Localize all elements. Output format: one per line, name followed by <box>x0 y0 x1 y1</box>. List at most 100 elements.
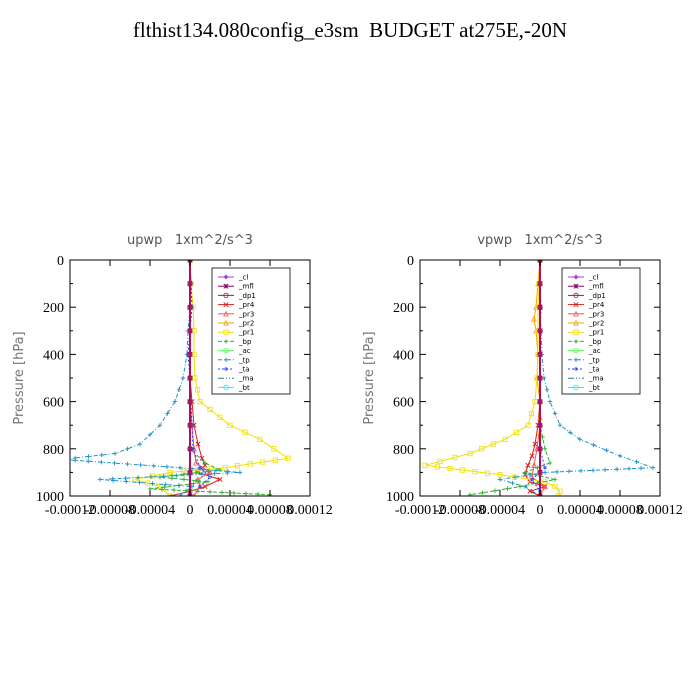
legend-item: _pr1 <box>218 329 254 337</box>
legend-marker <box>223 347 229 354</box>
data-point <box>542 446 548 451</box>
data-point <box>540 434 545 440</box>
legend-label: _tp <box>238 356 250 364</box>
legend-item: _dp1 <box>568 292 606 300</box>
data-point <box>502 436 508 442</box>
data-point <box>554 469 560 475</box>
legend-item: _pr4 <box>218 301 255 309</box>
data-point <box>110 478 116 483</box>
data-point <box>99 459 104 465</box>
data-point <box>172 399 178 404</box>
data-point <box>187 328 193 334</box>
data-point <box>525 462 531 468</box>
x-tick-label: -0.00004 <box>125 503 175 518</box>
data-point <box>577 437 583 442</box>
data-point <box>227 422 233 428</box>
data-point <box>144 480 151 486</box>
data-point <box>193 478 199 483</box>
y-tick-label: 400 <box>43 348 64 363</box>
data-point <box>171 487 177 493</box>
data-point <box>505 486 510 491</box>
data-point <box>149 473 156 479</box>
y-tick-label: 600 <box>393 396 414 411</box>
data-point <box>634 459 639 464</box>
series-line-pr1 <box>424 260 561 496</box>
data-point <box>187 469 193 475</box>
legend-item: _mfl <box>218 283 254 291</box>
data-point <box>225 470 230 476</box>
data-point <box>484 470 491 476</box>
x-tick-label: 0 <box>187 503 194 518</box>
y-tick-label: 0 <box>57 254 64 269</box>
data-point <box>272 457 279 463</box>
data-point <box>195 489 201 494</box>
legend-label: _cl <box>588 274 598 282</box>
data-point <box>176 483 182 488</box>
legend-item: _pr1 <box>568 329 604 337</box>
legend-item: _bt <box>568 384 600 392</box>
legend-label: _pr2 <box>588 320 604 328</box>
data-point <box>169 476 175 481</box>
data-point <box>537 422 543 428</box>
x-tick-label: 0.00008 <box>247 503 293 518</box>
data-point <box>97 477 103 482</box>
data-point <box>552 411 558 416</box>
data-point <box>531 315 537 322</box>
legend-label: _tp <box>588 356 600 364</box>
data-point <box>542 479 548 485</box>
legend-marker <box>223 310 229 317</box>
data-point <box>543 466 547 470</box>
data-point <box>537 446 543 452</box>
legend-label: _pr2 <box>238 320 254 328</box>
data-point <box>199 472 205 477</box>
legend-label: _ma <box>238 375 254 383</box>
legend-label: _ma <box>588 375 604 383</box>
y-tick-label: 400 <box>393 348 414 363</box>
series-group <box>70 260 291 496</box>
x-tick-label: 0.00012 <box>637 503 683 518</box>
data-point <box>590 468 596 473</box>
data-point <box>490 441 496 447</box>
data-point <box>159 487 165 492</box>
data-point <box>150 481 155 486</box>
legend-item: _tp <box>218 356 250 364</box>
data-point <box>243 491 249 496</box>
legend-marker <box>223 302 229 308</box>
data-point <box>437 458 443 464</box>
data-point <box>219 490 225 495</box>
data-point <box>161 474 166 479</box>
legend-item: _tp <box>568 356 600 364</box>
data-point <box>193 459 199 466</box>
legend-item: _ma <box>568 375 604 383</box>
data-point <box>537 280 543 287</box>
data-point <box>578 468 584 474</box>
legend-label: _pr1 <box>588 329 604 337</box>
panel-title: vpwp 1xm^2/s^3 <box>477 233 602 248</box>
data-point <box>187 375 193 381</box>
data-point <box>512 474 518 480</box>
legend-label: _ta <box>588 366 600 374</box>
legend-item: _cl <box>568 274 598 282</box>
data-point <box>513 429 520 435</box>
data-point <box>567 430 573 435</box>
data-point <box>187 351 193 357</box>
y-tick-label: 800 <box>43 443 64 458</box>
data-point <box>422 462 428 468</box>
data-point <box>217 467 223 473</box>
legend-marker <box>223 283 229 289</box>
legend-label: _pr4 <box>238 301 255 309</box>
data-point <box>147 432 153 437</box>
data-point <box>157 474 163 480</box>
data-point <box>137 441 143 447</box>
data-point <box>99 452 104 458</box>
x-tick-label: -0.00008 <box>85 503 135 518</box>
data-point <box>542 470 548 475</box>
legend-item: _pr2 <box>218 320 254 328</box>
legend-label: _bp <box>238 338 252 346</box>
chart-panel-upwp: upwp 1xm^2/s^3 Pressure [hPa] 0 200 400 600 80… <box>12 233 333 518</box>
data-point <box>242 429 248 435</box>
data-point <box>86 459 91 464</box>
data-point <box>202 460 208 466</box>
data-point <box>257 436 263 442</box>
data-point <box>135 475 141 480</box>
